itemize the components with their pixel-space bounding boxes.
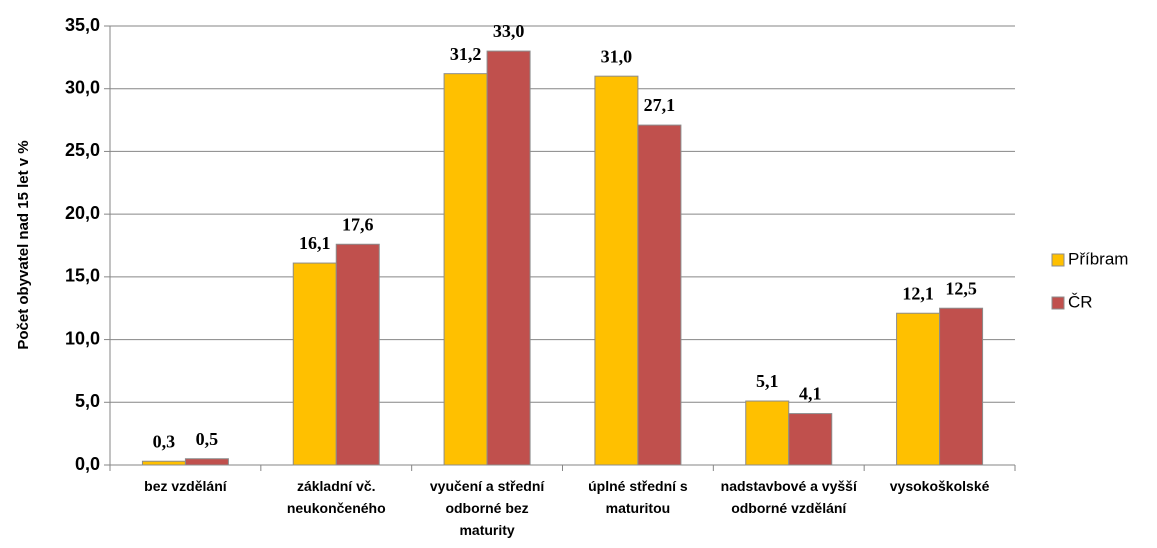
x-tick-label: vysokoškolské [889, 478, 990, 494]
bar [141, 460, 186, 466]
x-tick-label: nadstavbové a vyšší odborné vzdělání [720, 478, 857, 516]
value-label: 33,0 [493, 21, 525, 41]
bar [896, 312, 941, 466]
x-tick-label: úplné střední s maturitou [588, 478, 688, 516]
bar [443, 73, 488, 466]
y-tick-label: 0,0 [75, 454, 100, 474]
y-axis-title: Počet obyvatel nad 15 let v % [15, 140, 32, 349]
y-tick-label: 30,0 [65, 77, 100, 97]
bar [939, 307, 984, 466]
bar [745, 400, 790, 466]
bar [594, 75, 639, 466]
value-label: 31,0 [601, 46, 633, 66]
bar [788, 413, 833, 466]
y-tick-label: 5,0 [75, 391, 100, 411]
value-label: 4,1 [799, 384, 822, 404]
bar [292, 262, 337, 466]
x-tick-label: vyučení a střední odborné bez maturity [429, 478, 545, 538]
value-label: 5,1 [756, 371, 779, 391]
bar [184, 458, 229, 466]
bar [486, 50, 531, 466]
x-tick-label: bez vzdělání [144, 478, 227, 494]
value-label: 0,3 [153, 431, 176, 451]
value-label: 12,1 [902, 283, 934, 303]
legend-swatch [1051, 296, 1065, 310]
legend-label: Příbram [1068, 249, 1128, 268]
y-tick-label: 10,0 [65, 328, 100, 348]
legend-swatch [1051, 253, 1065, 267]
x-tick-label: základní vč. neukončeného [286, 478, 386, 516]
value-label: 31,2 [450, 44, 482, 64]
bar [637, 124, 682, 466]
value-label: 27,1 [644, 95, 676, 115]
y-tick-label: 20,0 [65, 203, 100, 223]
value-label: 16,1 [299, 233, 331, 253]
y-tick-label: 35,0 [65, 15, 100, 35]
bar [335, 243, 380, 466]
value-label: 0,5 [196, 429, 219, 449]
y-tick-label: 15,0 [65, 266, 100, 286]
value-label: 12,5 [945, 278, 977, 298]
value-label: 17,6 [342, 214, 374, 234]
y-tick-label: 25,0 [65, 140, 100, 160]
legend-label: ČR [1068, 292, 1093, 311]
